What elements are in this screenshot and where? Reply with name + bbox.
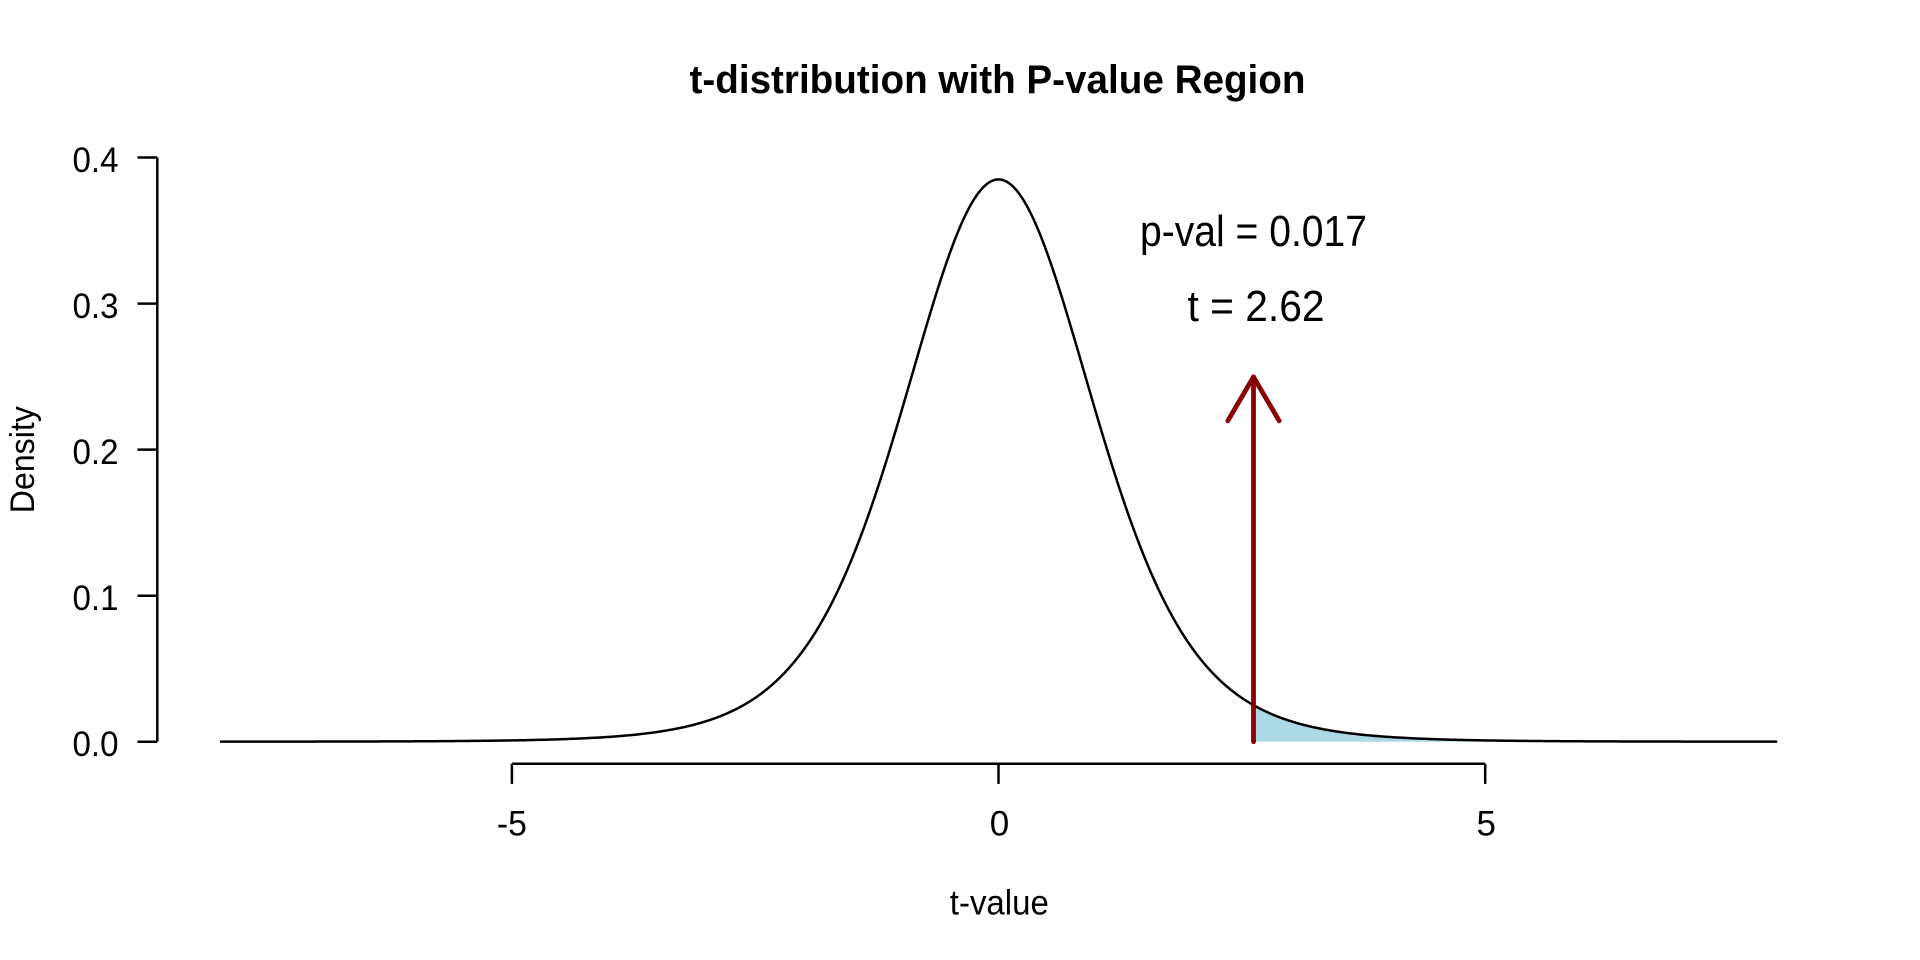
svg-text:t = 2.62: t = 2.62 (1188, 282, 1325, 331)
svg-text:0.3: 0.3 (73, 286, 119, 326)
svg-text:5: 5 (1476, 804, 1495, 843)
svg-text:0.1: 0.1 (73, 578, 119, 618)
svg-text:t-value: t-value (950, 883, 1049, 922)
svg-text:0: 0 (990, 804, 1009, 843)
svg-text:0.2: 0.2 (73, 432, 119, 472)
svg-text:t-distribution with P-value Re: t-distribution with P-value Region (690, 58, 1306, 102)
svg-text:0.4: 0.4 (73, 140, 119, 180)
svg-text:0.0: 0.0 (73, 724, 119, 764)
svg-text:p-val = 0.017: p-val = 0.017 (1140, 207, 1367, 256)
svg-text:Density: Density (4, 406, 42, 514)
svg-text:-5: -5 (497, 804, 527, 843)
